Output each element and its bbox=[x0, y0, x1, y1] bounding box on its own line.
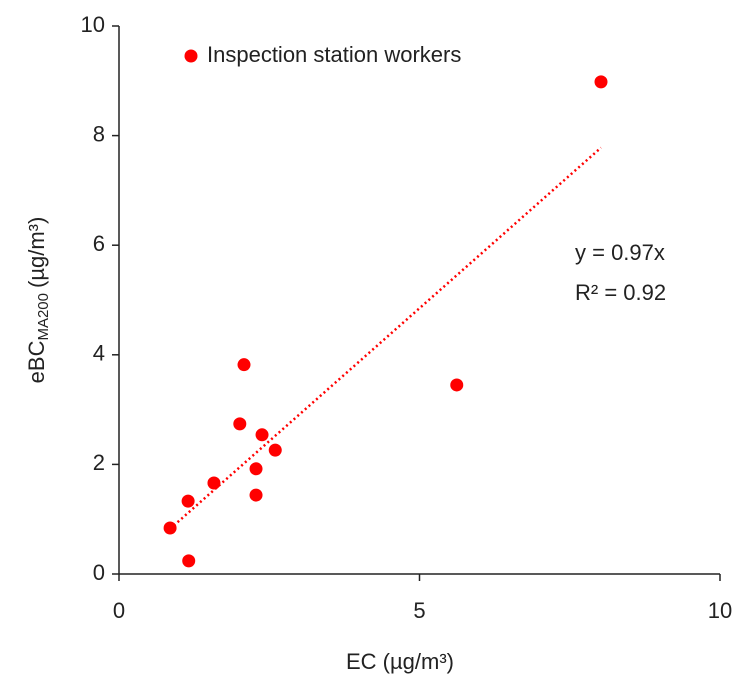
y-label-subscript: MA200 bbox=[35, 293, 52, 341]
legend-marker bbox=[184, 49, 198, 63]
data-point bbox=[163, 521, 177, 535]
y-tick-label: 6 bbox=[93, 231, 105, 256]
y-tick-label: 10 bbox=[81, 12, 105, 37]
x-axis-label: EC (µg/m³) bbox=[346, 649, 454, 674]
data-point bbox=[207, 476, 221, 490]
x-tick-label: 10 bbox=[708, 598, 732, 623]
legend-label: Inspection station workers bbox=[207, 42, 461, 67]
data-point bbox=[450, 378, 464, 392]
x-tick-label: 5 bbox=[413, 598, 425, 623]
data-point bbox=[268, 443, 282, 457]
data-point bbox=[255, 428, 269, 442]
data-point bbox=[249, 462, 263, 476]
y-tick-label: 0 bbox=[93, 560, 105, 585]
data-point bbox=[594, 75, 608, 89]
data-point bbox=[249, 488, 263, 502]
trendline bbox=[169, 146, 602, 530]
data-point bbox=[237, 358, 251, 372]
y-label-text: eBC bbox=[24, 340, 49, 383]
y-axis-label: eBCMA200 (µg/m³) bbox=[24, 217, 52, 384]
y-label-unit: (µg/m³) bbox=[24, 217, 49, 288]
data-point bbox=[233, 417, 247, 431]
annotation: y = 0.97x bbox=[575, 240, 665, 265]
y-tick-label: 2 bbox=[93, 450, 105, 475]
y-tick-label: 4 bbox=[93, 341, 105, 366]
y-tick-label: 8 bbox=[93, 121, 105, 146]
annotation: R² = 0.92 bbox=[575, 280, 666, 305]
x-tick-label: 0 bbox=[113, 598, 125, 623]
data-point bbox=[181, 494, 195, 508]
data-point bbox=[182, 554, 196, 568]
